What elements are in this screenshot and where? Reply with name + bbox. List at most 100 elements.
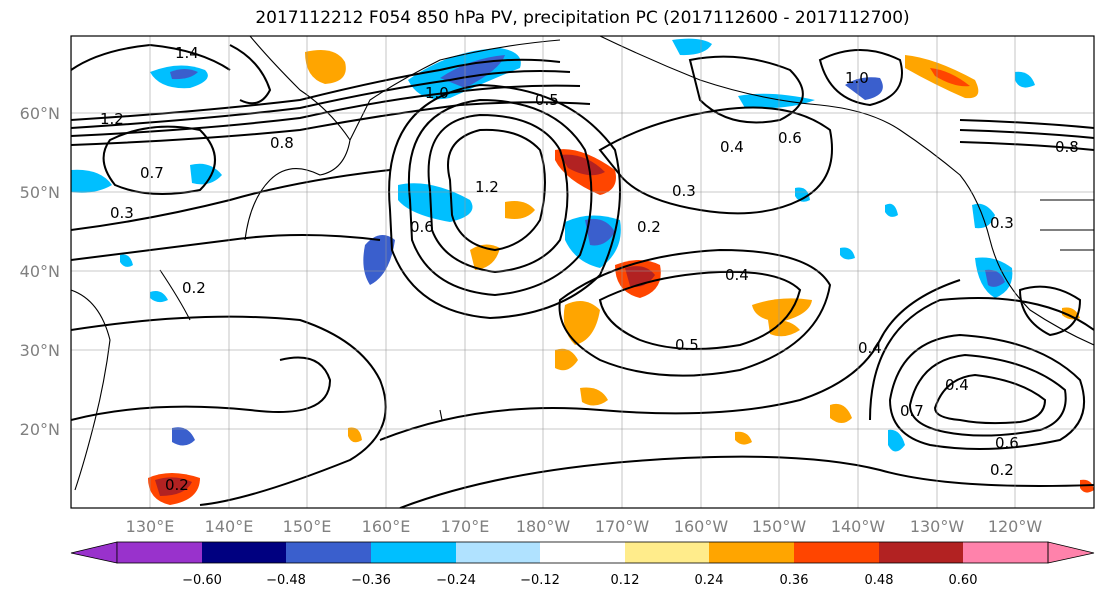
precip-blob	[348, 427, 362, 443]
lon-label: 170°E	[441, 517, 490, 536]
lat-label: 50°N	[20, 183, 60, 202]
precip-blob	[470, 244, 500, 270]
pv-contour-line	[229, 44, 272, 105]
lon-label: 120°W	[988, 517, 1043, 536]
colorbar-segment	[202, 542, 286, 563]
lon-label: 150°E	[283, 517, 332, 536]
lon-label: 160°W	[674, 517, 729, 536]
pv-contour-line	[908, 353, 1067, 437]
precip-blob	[735, 431, 752, 445]
precip-blob	[585, 218, 615, 246]
precip-blob	[172, 427, 195, 446]
precip-blob	[150, 291, 168, 303]
pv-contour-line	[959, 119, 1094, 129]
pv-contour-line	[933, 373, 1047, 425]
colorbar-segment	[117, 542, 202, 563]
colorbar-extend-max	[1047, 541, 1095, 564]
precip-blob	[885, 203, 898, 217]
colorbar-tick-label: −0.60	[182, 573, 222, 588]
precip-blob	[170, 69, 198, 80]
contour-label: 0.8	[1055, 138, 1079, 156]
pv-contour-line	[102, 125, 216, 195]
colorbar-tick-label: −0.36	[351, 573, 391, 588]
pv-contour-line	[71, 356, 332, 421]
contour-label: 0.3	[672, 182, 696, 200]
pv-contour-line	[869, 297, 1094, 421]
pv-contour-line	[388, 83, 621, 320]
colorbar-segment	[456, 542, 540, 563]
precip-blob	[795, 187, 810, 202]
coastline	[244, 36, 351, 241]
precip-blob	[305, 49, 346, 84]
precip-blob	[1062, 307, 1080, 320]
contour-label: 0.3	[110, 204, 134, 222]
contour-label: 0.7	[140, 164, 164, 182]
precip-blob	[563, 301, 600, 345]
contour-label: 0.8	[270, 134, 294, 152]
colorbar-frame	[116, 541, 1049, 564]
pv-contours	[71, 43, 1094, 508]
pv-contour-line	[71, 315, 387, 506]
contour-label: 0.6	[778, 129, 802, 147]
colorbar-tick-label: 0.36	[780, 573, 809, 588]
precip-blob	[845, 77, 883, 100]
contour-label: 1.0	[845, 69, 869, 87]
colorbar-tick-label: 0.48	[865, 573, 894, 588]
colorbar-segment	[371, 542, 456, 563]
precip-blob	[560, 154, 605, 176]
colorbar-extend-min	[70, 541, 118, 564]
pv-contour-line	[399, 455, 1094, 508]
precip-blob	[738, 93, 815, 109]
pv-contour-line	[888, 333, 1085, 450]
lat-label: 60°N	[20, 104, 60, 123]
precip-blob	[752, 298, 812, 322]
lat-label: 30°N	[20, 341, 60, 360]
precip-blob	[1015, 71, 1035, 88]
colorbar-segment	[709, 542, 794, 563]
contour-label: 1.4	[175, 44, 199, 62]
colorbar-tick-label: 0.60	[949, 573, 978, 588]
map-panel	[71, 36, 1094, 508]
colorbar-tick-label: 0.24	[695, 573, 724, 588]
precip-blob	[505, 201, 535, 219]
pv-contour-line	[598, 106, 833, 215]
pv-contour-line	[598, 270, 802, 350]
pv-contour-line	[1018, 285, 1082, 337]
precip-blob	[363, 235, 395, 285]
precip-blob	[930, 68, 970, 87]
contour-label: 0.2	[637, 218, 661, 236]
colorbar-segment	[879, 542, 963, 563]
lon-label: 160°E	[362, 517, 411, 536]
lon-label: 170°W	[595, 517, 650, 536]
colorbar-tick-label: 0.12	[611, 573, 640, 588]
pv-contour-line	[688, 55, 804, 124]
lon-label: 150°W	[752, 517, 807, 536]
contour-label: 0.4	[720, 138, 744, 156]
colorbar-segment	[625, 542, 709, 563]
precip-blob	[972, 203, 995, 229]
precip-blob	[155, 477, 192, 496]
contour-label: 1.2	[475, 178, 499, 196]
colorbar: −0.60 −0.48 −0.36 −0.24 −0.12 0.12 0.24 …	[70, 541, 1095, 588]
contour-label: 0.7	[900, 402, 924, 420]
contour-label: 0.3	[990, 214, 1014, 232]
coastline	[599, 36, 1094, 346]
contour-label: 0.2	[990, 461, 1014, 479]
colorbar-segment	[540, 542, 625, 563]
precip-blob	[888, 429, 905, 452]
precip-blob	[840, 247, 855, 260]
contour-label: 0.6	[995, 434, 1019, 452]
lon-label: 130°W	[910, 517, 965, 536]
contour-label: 0.4	[725, 266, 749, 284]
lat-label: 40°N	[20, 262, 60, 281]
pv-contour-line	[71, 234, 381, 261]
contour-label: 0.2	[165, 476, 189, 494]
pv-contour-line	[959, 129, 1094, 139]
coastlines	[71, 36, 1094, 508]
contour-label: 0.5	[535, 91, 559, 109]
lat-label: 20°N	[20, 420, 60, 439]
pv-contour-line	[959, 141, 1094, 151]
precip-blob	[985, 269, 1005, 287]
contour-label: 0.4	[945, 376, 969, 394]
contour-label: 0.4	[858, 339, 882, 357]
